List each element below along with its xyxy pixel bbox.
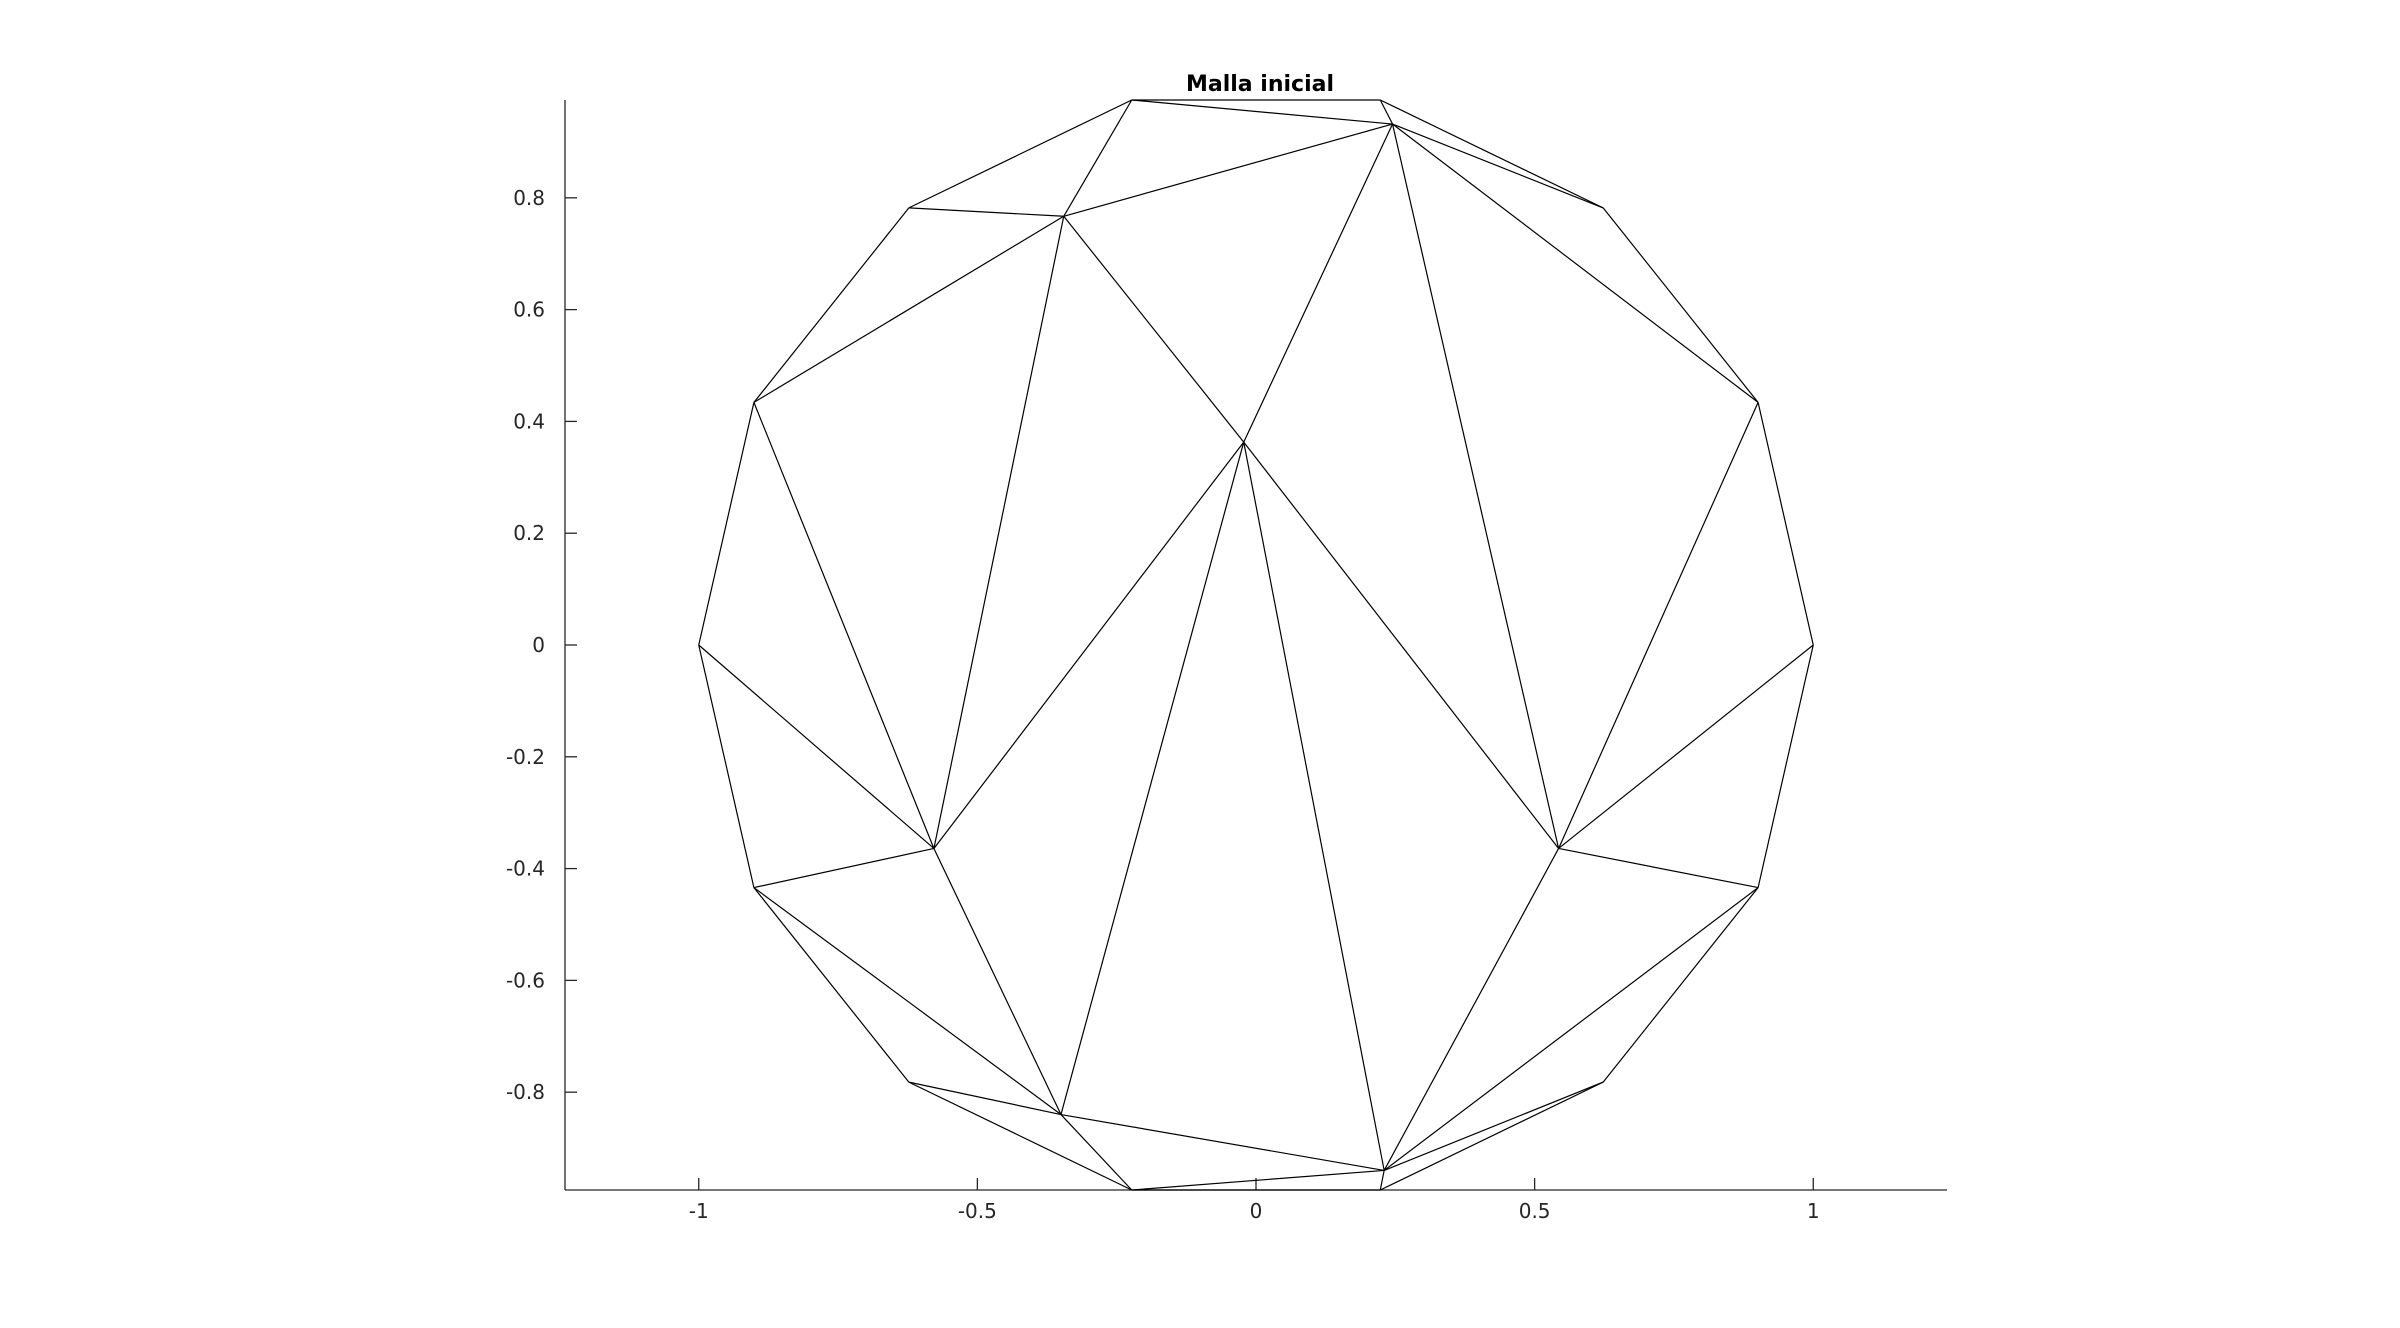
mesh-edge — [698, 402, 755, 646]
mesh-edge — [698, 644, 935, 849]
y-tick-label: 0.2 — [513, 521, 545, 545]
mesh-edge — [1558, 847, 1759, 889]
mesh-edge — [1060, 441, 1245, 1115]
mesh-edge — [933, 441, 1245, 849]
mesh-edge — [1243, 441, 1560, 849]
mesh-edge — [1060, 1114, 1133, 1191]
mesh-edge — [1131, 1169, 1385, 1191]
mesh-edge — [1383, 887, 1759, 1171]
mesh-edge — [1060, 1113, 1385, 1172]
y-tick-label: -0.8 — [506, 1080, 545, 1104]
y-tick-label: -0.4 — [506, 857, 545, 881]
mesh-edge — [1243, 441, 1385, 1171]
mesh-edge — [753, 847, 935, 889]
mesh-edge — [1379, 1170, 1385, 1191]
x-tick-label: -1 — [689, 1199, 709, 1223]
mesh-edge — [1380, 1081, 1604, 1191]
mesh-edge — [753, 215, 1065, 403]
mesh-edges — [698, 99, 1814, 1191]
mesh-edge — [1383, 1081, 1604, 1171]
mesh-edge — [1392, 123, 1604, 209]
mesh-edge — [753, 207, 910, 403]
mesh-edge — [1063, 99, 1133, 217]
axes: -1 -0.5 0 0.5 1 -0.8 -0.6 -0.4 -0.2 0 0.2 0.4 0.6 0.8 — [506, 100, 1947, 1223]
mesh-edge — [1380, 99, 1604, 209]
mesh-edge — [1602, 207, 1759, 403]
mesh-edge — [1558, 402, 1759, 849]
mesh-edge — [1392, 123, 1759, 403]
y-tick-label: 0.4 — [513, 409, 545, 433]
mesh-edge — [1063, 215, 1245, 443]
mesh-edge — [908, 99, 1132, 209]
y-tick-label: -0.6 — [506, 968, 545, 992]
mesh-edge — [1383, 848, 1560, 1171]
y-tick-label: -0.2 — [506, 745, 545, 769]
mesh-edge — [1243, 123, 1394, 443]
chart-title: Malla inicial — [1186, 72, 1334, 97]
y-tick-label: 0.6 — [513, 298, 545, 322]
mesh-edge — [753, 887, 910, 1083]
x-tick-label: 0 — [1250, 1199, 1263, 1223]
x-tick-label: 1 — [1807, 1199, 1820, 1223]
mesh-edge — [908, 1081, 1132, 1191]
mesh-edge — [908, 207, 1064, 217]
mesh-edge — [908, 1081, 1062, 1116]
mesh-edge — [698, 644, 755, 888]
mesh-edge — [1131, 99, 1393, 125]
mesh-edge — [933, 848, 1062, 1115]
mesh-edge — [1379, 99, 1394, 125]
x-tick-label: 0.5 — [1519, 1199, 1551, 1223]
mesh-edge — [1602, 887, 1759, 1083]
mesh-edge — [1757, 402, 1814, 646]
mesh-edge — [1558, 644, 1814, 849]
y-tick-label: 0.8 — [513, 186, 545, 210]
mesh-edge — [1757, 644, 1814, 888]
mesh-edge — [1063, 123, 1393, 217]
y-tick-label: 0 — [532, 633, 545, 657]
mesh-edge — [933, 216, 1065, 849]
mesh-edge — [753, 402, 935, 849]
mesh-edge — [753, 887, 1062, 1116]
x-tick-label: -0.5 — [958, 1199, 997, 1223]
mesh-edge — [1391, 123, 1560, 849]
